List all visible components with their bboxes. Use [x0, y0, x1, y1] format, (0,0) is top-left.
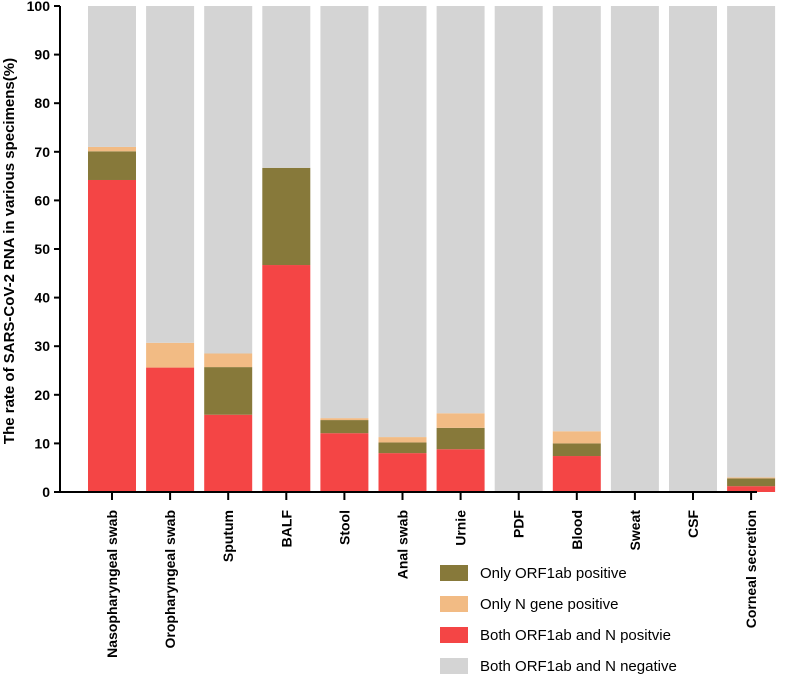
- bar-segment: [204, 367, 253, 415]
- y-tick-label: 90: [34, 47, 50, 63]
- legend: Only ORF1ab positive Only N gene positive…: [440, 565, 677, 675]
- x-tick-label: PDF: [511, 510, 527, 538]
- x-tick-label: Oropharyngeal swab: [162, 510, 178, 648]
- x-axis: Nasopharyngeal swab Oropharyngeal swab Spu…: [60, 491, 759, 658]
- bar-segment: [436, 6, 485, 414]
- x-tick-label: Stool: [336, 510, 352, 545]
- x-tick-label: CSF: [685, 510, 701, 538]
- legend-item: Both ORF1ab and N positvie: [440, 627, 671, 644]
- bar-segment: [262, 265, 311, 492]
- bar-segment: [727, 486, 776, 492]
- bar-segment: [320, 420, 369, 434]
- y-tick-label: 0: [42, 484, 50, 500]
- bar-segment: [436, 427, 485, 450]
- bar-segment: [204, 6, 253, 354]
- x-tick-label: BALF: [278, 510, 294, 548]
- bar-segment: [320, 418, 369, 421]
- bar-segment: [552, 456, 601, 492]
- x-tick-label: Anal swab: [395, 510, 411, 579]
- bar-segment: [436, 449, 485, 492]
- legend-label: Both ORF1ab and N positvie: [480, 627, 671, 644]
- bar-segment: [552, 431, 601, 444]
- y-axis-title: The rate of SARS-CoV-2 RNA in various sp…: [1, 58, 18, 444]
- bar-segment: [378, 437, 427, 443]
- legend-item: Only N gene positive: [440, 596, 618, 613]
- bar-segment: [436, 413, 485, 428]
- x-tick-label: Sweat: [627, 510, 643, 551]
- bar-segment: [88, 179, 136, 492]
- y-tick-label: 30: [34, 338, 50, 354]
- bar-segment: [146, 342, 195, 368]
- bar-segment: [378, 6, 427, 438]
- bar-segment: [610, 6, 659, 492]
- bar-segment: [262, 167, 311, 266]
- x-tick-label: Nasopharyngeal swab: [104, 510, 120, 658]
- legend-label: Both ORF1ab and N negative: [480, 658, 677, 675]
- y-axis: 0 10 20 30 40 50 60 70 80 90 100: [27, 0, 61, 500]
- legend-label: Only N gene positive: [480, 596, 618, 613]
- x-tick-label: Corneal secretion: [743, 510, 759, 628]
- y-tick-label: 60: [34, 192, 50, 208]
- legend-swatch: [440, 627, 468, 643]
- bar-segment: [669, 6, 717, 492]
- legend-swatch: [440, 565, 468, 581]
- y-tick-label: 70: [34, 144, 50, 160]
- bar-segment: [727, 478, 776, 487]
- y-tick-label: 20: [34, 387, 50, 403]
- x-tick-label: Urnie: [453, 510, 469, 546]
- y-tick-label: 10: [34, 435, 50, 451]
- bar-segment: [552, 6, 601, 432]
- bar-segment: [378, 442, 427, 454]
- bars-layer: [88, 6, 776, 492]
- y-tick-label: 100: [27, 0, 51, 14]
- y-tick-label: 50: [34, 241, 50, 257]
- bar-segment: [727, 6, 776, 478]
- bar-segment: [552, 443, 601, 457]
- bar-segment: [204, 414, 253, 492]
- bar-segment: [88, 6, 136, 147]
- bar-segment: [204, 353, 253, 368]
- bar-segment: [320, 6, 369, 419]
- x-tick-label: Sputum: [220, 510, 236, 562]
- bar-segment: [88, 151, 136, 180]
- legend-swatch: [440, 658, 468, 674]
- bar-segment: [320, 433, 369, 492]
- y-tick-label: 40: [34, 290, 50, 306]
- bar-segment: [262, 6, 311, 168]
- legend-swatch: [440, 596, 468, 612]
- bar-segment: [88, 146, 136, 152]
- bar-segment: [146, 367, 195, 492]
- legend-item: Both ORF1ab and N negative: [440, 658, 677, 675]
- x-tick-label: Blood: [569, 510, 585, 550]
- bar-segment: [378, 453, 427, 492]
- bar-segment: [494, 6, 543, 492]
- y-tick-label: 80: [34, 95, 50, 111]
- legend-label: Only ORF1ab positive: [480, 565, 627, 582]
- bar-segment: [727, 477, 776, 479]
- legend-item: Only ORF1ab positive: [440, 565, 627, 582]
- bar-segment: [146, 6, 195, 343]
